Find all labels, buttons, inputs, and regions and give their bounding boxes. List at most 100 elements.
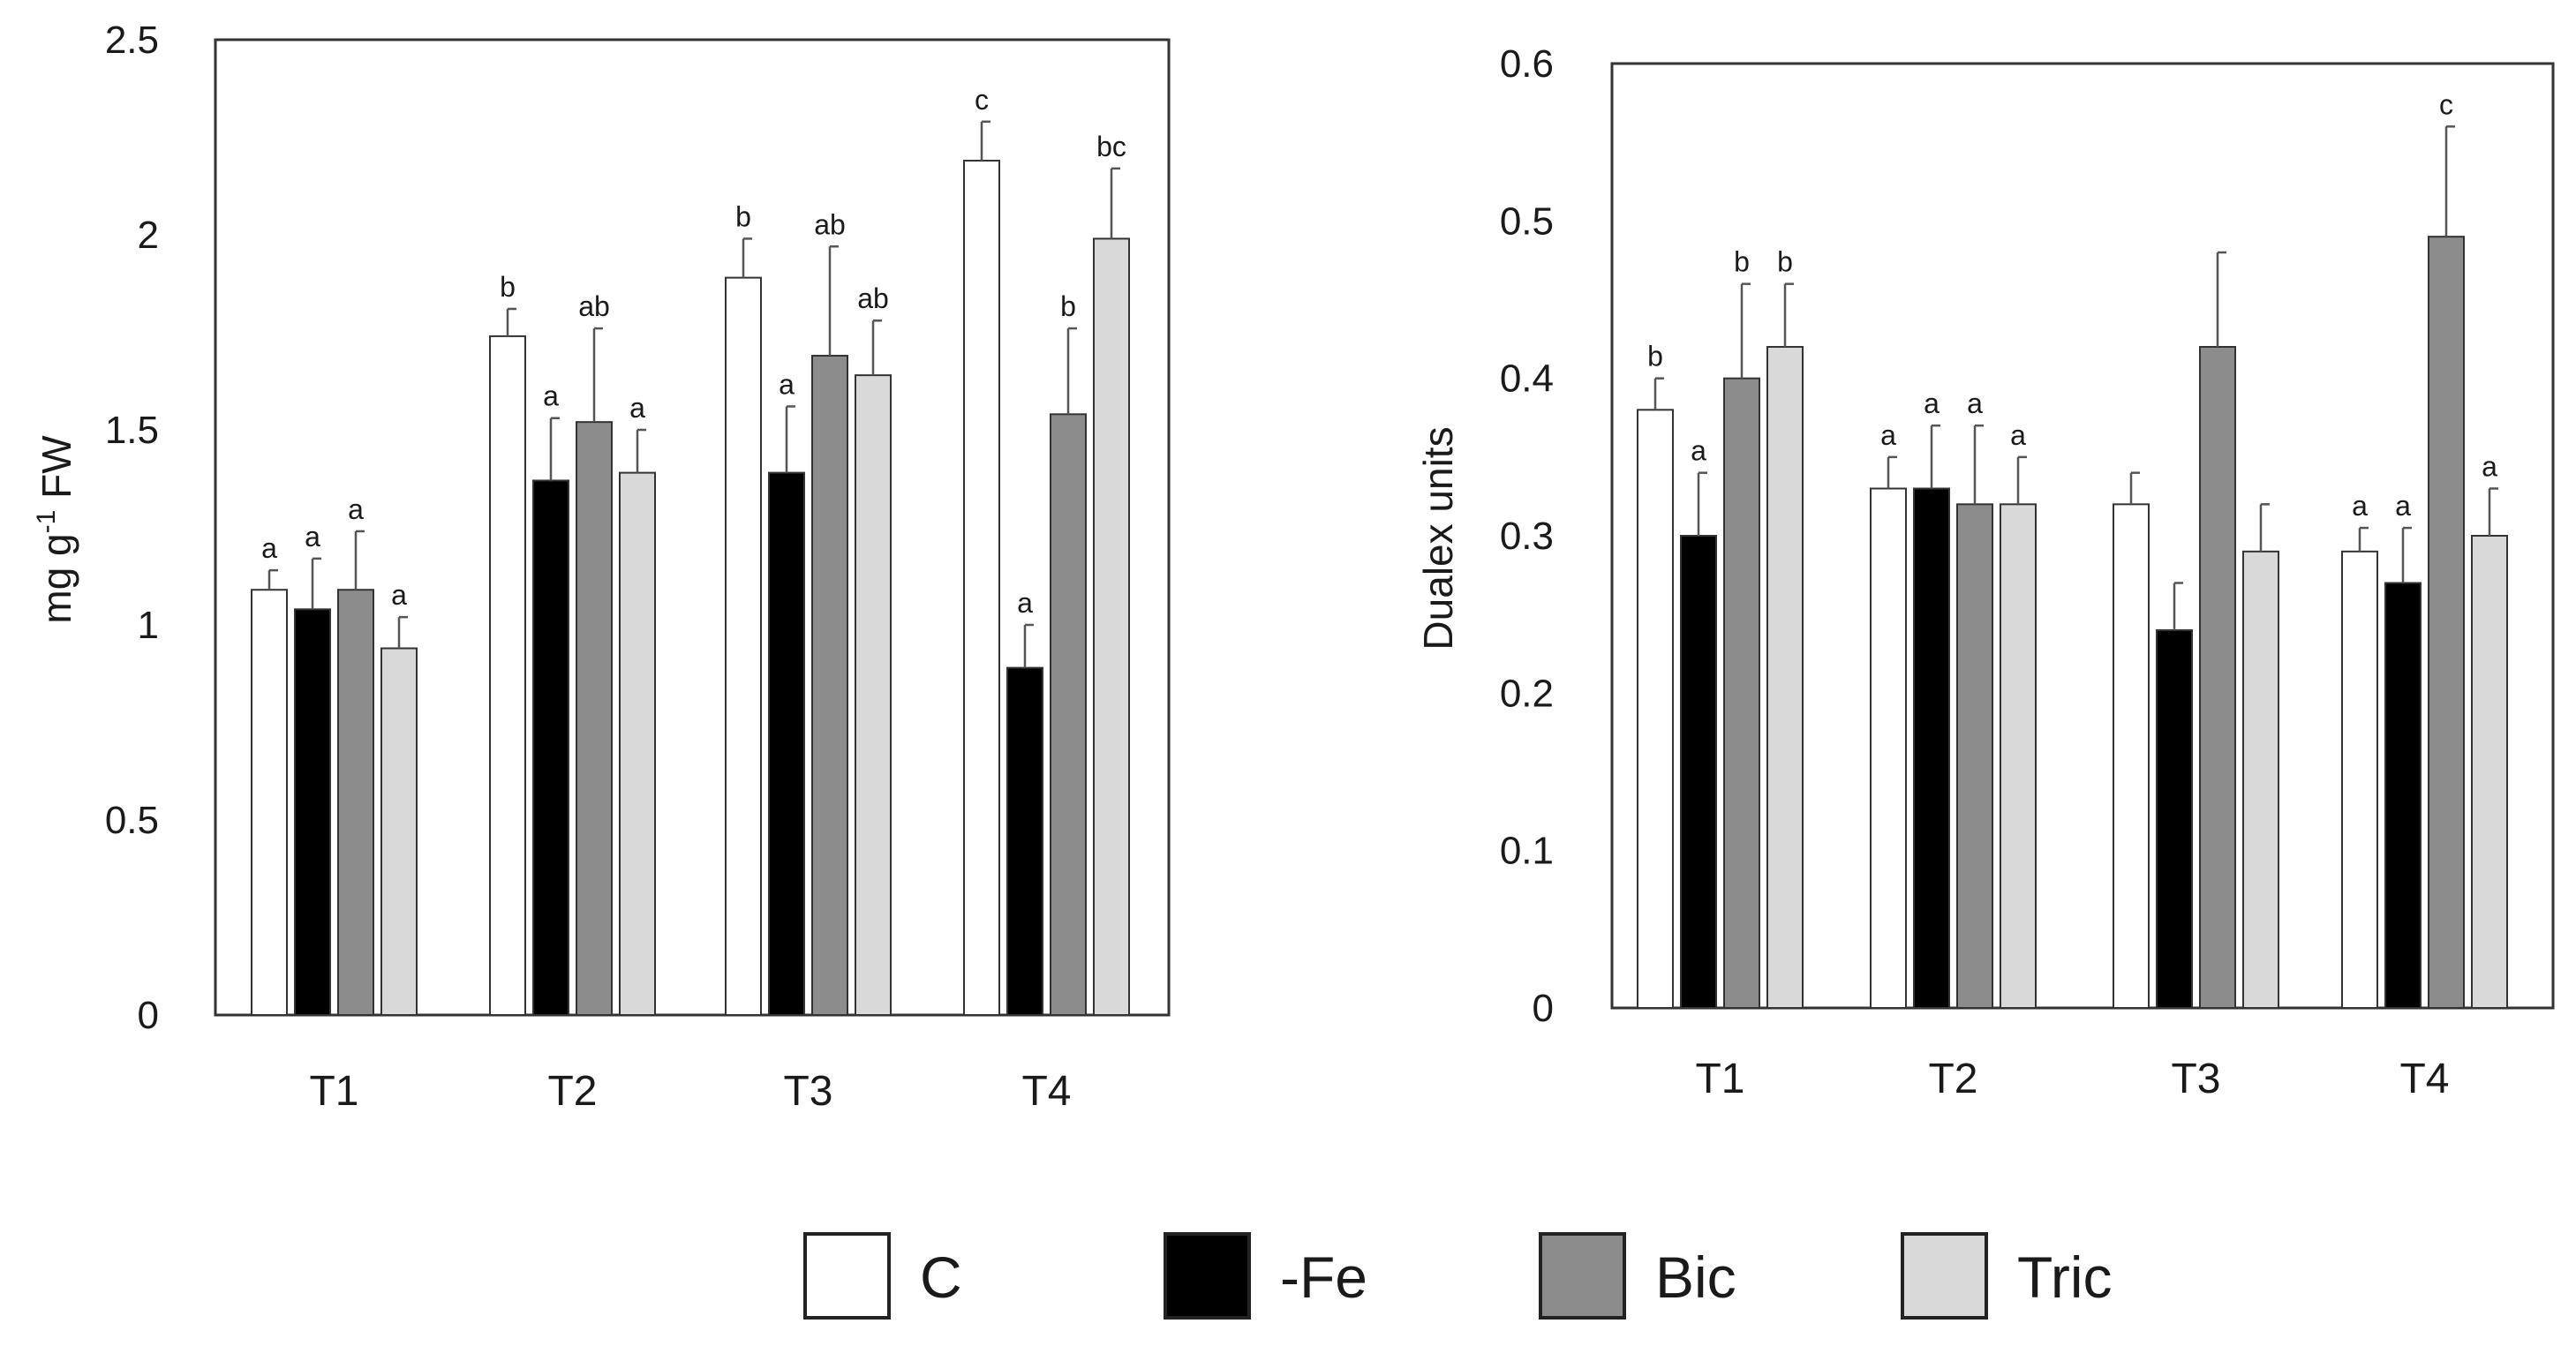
significance-letter: c bbox=[975, 84, 989, 116]
y-tick-label: 0.1 bbox=[1500, 830, 1554, 873]
chart-right: 00.10.20.30.40.50.6 bab baa aaa aca T1 T2 T3 T… bbox=[1415, 42, 2555, 1102]
y-axis-title-main: mg g bbox=[34, 533, 79, 623]
significance-letter: a bbox=[779, 368, 795, 400]
y-tick-label: 0 bbox=[138, 994, 159, 1037]
x-category-label: T3 bbox=[2171, 1056, 2220, 1102]
bar-c-t3 bbox=[725, 276, 762, 1016]
y-tick-label: 1.5 bbox=[105, 409, 159, 452]
y-tick-label: 1 bbox=[138, 604, 159, 647]
bar-tric-t2 bbox=[619, 471, 656, 1016]
x-axis-categories: T1 T2 T3 T4 bbox=[309, 1068, 1071, 1115]
y-tick-label: 0.4 bbox=[1500, 357, 1554, 401]
significance-letter: a bbox=[543, 380, 559, 412]
significance-letter: a bbox=[2010, 419, 2026, 451]
significance-letter: b bbox=[500, 271, 516, 303]
y-tick-label: 2.5 bbox=[105, 19, 159, 62]
bar-tric-t3 bbox=[855, 374, 892, 1016]
bar-bic-t1 bbox=[1723, 377, 1760, 1009]
legend: C -Fe Bic Tric bbox=[803, 1232, 2113, 1320]
bar-fe-t1 bbox=[1680, 535, 1717, 1009]
significance-letter: ab bbox=[814, 208, 846, 240]
bar-tric-t2 bbox=[2000, 503, 2037, 1009]
bar-c-t2 bbox=[489, 335, 526, 1017]
legend-swatch-bic bbox=[1539, 1232, 1626, 1320]
y-axis-title-tail: FW bbox=[34, 435, 79, 510]
bar-c-t1 bbox=[251, 589, 288, 1016]
y-axis-ticks: 0 0.1 0.2 0.3 0.4 0.5 0.6 bbox=[1500, 42, 1554, 1030]
plot-frame bbox=[214, 38, 1171, 1017]
x-category-label: T1 bbox=[1695, 1056, 1744, 1102]
bar-tric-t4 bbox=[2471, 535, 2508, 1009]
y-tick-label: 2 bbox=[138, 214, 159, 257]
x-axis-categories: T1 T2 T3 T4 bbox=[1695, 1056, 2449, 1102]
bar-c-t1 bbox=[1637, 409, 1674, 1010]
bar-fe-t4 bbox=[1006, 666, 1043, 1016]
y-tick-label: 0.5 bbox=[105, 799, 159, 842]
significance-letter: a bbox=[391, 579, 407, 611]
significance-letter: a bbox=[348, 493, 364, 525]
significance-letter: b bbox=[1777, 246, 1793, 278]
bar-tric-t4 bbox=[1093, 237, 1130, 1017]
x-category-label: T2 bbox=[1928, 1056, 1977, 1102]
bar-bic-t3 bbox=[811, 355, 848, 1016]
bar-fe-t3 bbox=[768, 471, 805, 1016]
bar-c-t4 bbox=[963, 160, 1000, 1016]
significance-letter: ab bbox=[857, 282, 889, 314]
legend-label: Bic bbox=[1655, 1244, 1736, 1310]
x-category-label: T3 bbox=[783, 1068, 832, 1115]
significance-letter: c bbox=[2439, 88, 2453, 120]
significance-letter: a bbox=[1017, 587, 1033, 619]
bar-tric-t3 bbox=[2242, 550, 2279, 1009]
bar-fe-t4 bbox=[2384, 582, 2422, 1009]
significance-letter: a bbox=[1880, 419, 1896, 451]
plot-frame bbox=[1610, 62, 2555, 1010]
significance-letter: b bbox=[1734, 246, 1750, 278]
bar-bic-t4 bbox=[2428, 236, 2465, 1009]
bar-bic-t3 bbox=[2199, 346, 2236, 1009]
bar-fe-t2 bbox=[1913, 487, 1950, 1009]
bar-bic-t1 bbox=[337, 589, 374, 1016]
legend-label: C bbox=[920, 1244, 962, 1310]
legend-label: -Fe bbox=[1280, 1244, 1367, 1310]
significance-letter: b bbox=[735, 200, 751, 232]
legend-swatch-tric bbox=[1901, 1232, 1988, 1320]
bar-tric-t1 bbox=[1766, 346, 1804, 1009]
significance-letter: b bbox=[1647, 341, 1663, 372]
significance-letter: a bbox=[2482, 451, 2497, 483]
legend-label: Tric bbox=[2017, 1244, 2113, 1310]
significance-letter: a bbox=[1924, 387, 1940, 419]
y-tick-label: 0.6 bbox=[1500, 42, 1554, 86]
bar-fe-t2 bbox=[532, 479, 569, 1016]
y-axis-ticks: 0 0.5 1 1.5 2 2.5 bbox=[105, 19, 159, 1037]
bar-fe-t1 bbox=[294, 608, 331, 1016]
bars: bab baa aaa aca bbox=[1637, 88, 2508, 1010]
y-axis-title: mg g-1 FW bbox=[32, 435, 79, 624]
bar-bic-t4 bbox=[1050, 413, 1087, 1016]
legend-swatch-c bbox=[803, 1232, 891, 1320]
significance-letter: a bbox=[2352, 490, 2368, 522]
significance-letter: a bbox=[2395, 490, 2411, 522]
bar-bic-t2 bbox=[576, 421, 613, 1017]
significance-letter: a bbox=[1691, 435, 1706, 467]
y-tick-label: 0.2 bbox=[1500, 672, 1554, 715]
bar-tric-t1 bbox=[380, 647, 418, 1017]
y-tick-label: 0.3 bbox=[1500, 515, 1554, 558]
x-category-label: T1 bbox=[309, 1068, 358, 1115]
x-category-label: T4 bbox=[1021, 1068, 1071, 1115]
significance-letter: a bbox=[1967, 387, 1983, 419]
bar-bic-t2 bbox=[1956, 503, 1993, 1009]
x-category-label: T4 bbox=[2399, 1056, 2449, 1102]
bar-c-t2 bbox=[1870, 487, 1907, 1009]
legend-swatch-fe bbox=[1164, 1232, 1251, 1320]
x-category-label: T2 bbox=[547, 1068, 597, 1115]
y-axis-title-sup: -1 bbox=[32, 510, 61, 534]
y-tick-label: 0.5 bbox=[1500, 199, 1554, 243]
significance-letter: a bbox=[629, 392, 645, 424]
bar-c-t3 bbox=[2113, 503, 2150, 1009]
significance-letter: a bbox=[261, 532, 277, 564]
significance-letter: a bbox=[305, 521, 320, 553]
significance-letter: b bbox=[1060, 290, 1076, 322]
